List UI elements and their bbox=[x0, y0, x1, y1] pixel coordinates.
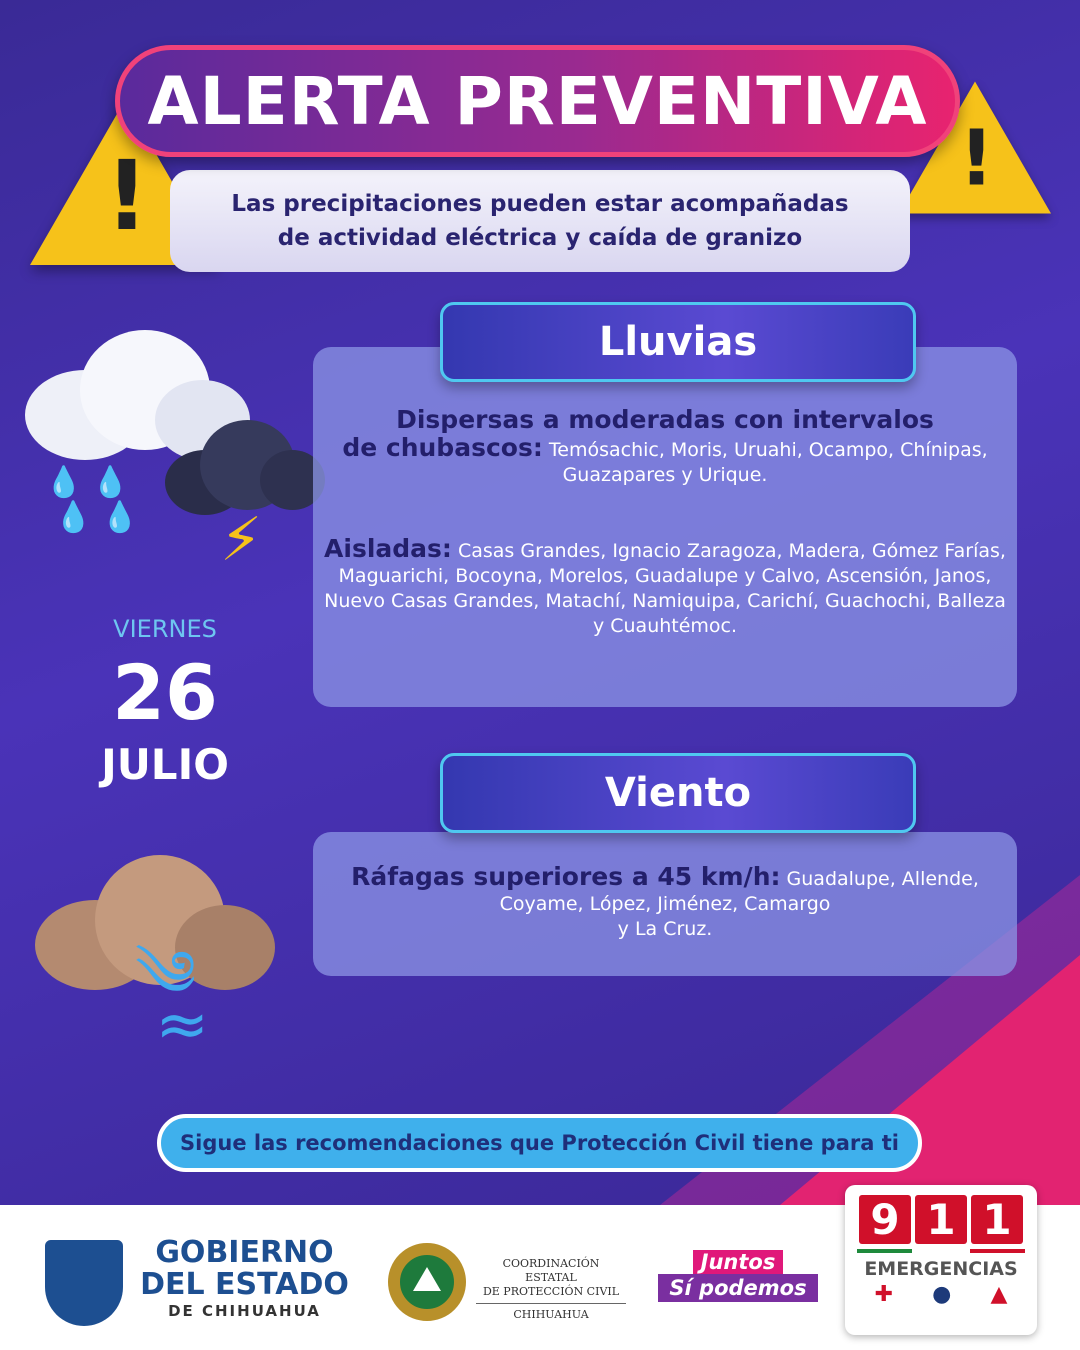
lluvias-heading: Lluvias bbox=[440, 302, 916, 382]
viento-label: Ráfagas superiores a 45 km/h: bbox=[351, 862, 781, 891]
aisladas-places: Nuevo Casas Grandes, Matachí, Namiquipa,… bbox=[324, 590, 1006, 612]
slogan-logo: Juntos Sí podemos bbox=[658, 1250, 818, 1302]
gob-text: GOBIERNO bbox=[155, 1235, 334, 1270]
slogan-text: Juntos bbox=[692, 1250, 784, 1274]
slogan-text: Sí podemos bbox=[658, 1274, 818, 1302]
pc-text: DE PROTECCIÓN CIVIL bbox=[476, 1285, 626, 1304]
subtitle-line: de actividad eléctrica y caída de graniz… bbox=[277, 225, 803, 251]
em-digit: 1 bbox=[915, 1195, 967, 1244]
rain-cloud-icon bbox=[25, 330, 250, 465]
dust-cloud-icon bbox=[35, 855, 275, 995]
aisladas-places: Casas Grandes, Ignacio Zaragoza, Madera,… bbox=[457, 540, 1006, 562]
red-cross-icon: ✚ bbox=[874, 1282, 893, 1307]
footer: GOBIERNO DEL ESTADO DE CHIHUAHUA COORDIN… bbox=[0, 1185, 1080, 1350]
em-label: EMERGENCIAS bbox=[864, 1258, 1018, 1280]
proteccion-civil-text: COORDINACIÓN ESTATAL DE PROTECCIÓN CIVIL… bbox=[476, 1257, 626, 1322]
viento-places: Guadalupe, Allende, bbox=[786, 868, 979, 890]
gobierno-logo: GOBIERNO DEL ESTADO DE CHIHUAHUA bbox=[132, 1237, 357, 1321]
wind-icon: ༄ ≈ bbox=[135, 938, 209, 1062]
page-title: ALERTA PREVENTIVA bbox=[115, 45, 960, 157]
dispersas-label: Dispersas a moderadas con intervalos bbox=[396, 405, 934, 434]
date-month: JULIO bbox=[101, 740, 229, 789]
viento-heading: Viento bbox=[440, 753, 916, 833]
gob-text: DEL ESTADO bbox=[140, 1267, 349, 1302]
lluvias-panel: Dispersas a moderadas con intervalos de … bbox=[313, 347, 1017, 707]
em-digit: 1 bbox=[971, 1195, 1023, 1244]
dispersas-label: de chubascos: bbox=[342, 433, 543, 462]
viento-places: y La Cruz. bbox=[617, 918, 713, 940]
state-seal-logo bbox=[45, 1240, 123, 1326]
aisladas-places: y Cuauhtémoc. bbox=[592, 615, 738, 637]
date-day: 26 bbox=[112, 648, 218, 737]
raindrops-icon: 💧 💧 💧 💧 bbox=[45, 465, 139, 535]
em-digit: 9 bbox=[859, 1195, 911, 1244]
proteccion-civil-logo bbox=[388, 1243, 466, 1321]
gob-text: DE CHIHUAHUA bbox=[168, 1302, 321, 1320]
alert-poster: ! ! Las precipitaciones pueden estar aco… bbox=[0, 0, 1080, 1205]
aisladas-places: Maguarichi, Bocoyna, Morelos, Guadalupe … bbox=[338, 565, 992, 587]
police-cap-icon: ● bbox=[932, 1282, 952, 1307]
pc-text: CHIHUAHUA bbox=[513, 1308, 589, 1321]
viento-panel: Ráfagas superiores a 45 km/h: Guadalupe,… bbox=[313, 832, 1017, 976]
dispersas-places: Temósachic, Moris, Uruahi, Ocampo, Chíni… bbox=[548, 439, 988, 461]
lightning-icon: ⚡ bbox=[220, 505, 263, 575]
firefighter-helmet-icon: ▲ bbox=[990, 1282, 1008, 1307]
subtitle-line: Las precipitaciones pueden estar acompañ… bbox=[231, 191, 849, 217]
date-weekday: VIERNES bbox=[113, 615, 217, 643]
subtitle-box: Las precipitaciones pueden estar acompañ… bbox=[170, 170, 910, 272]
viento-places: Coyame, López, Jiménez, Camargo bbox=[499, 893, 831, 915]
dispersas-places: Guazapares y Urique. bbox=[562, 464, 768, 486]
storm-cloud-icon bbox=[165, 420, 325, 515]
pc-text: COORDINACIÓN ESTATAL bbox=[502, 1257, 600, 1284]
emergencias-911-logo: 9 1 1 EMERGENCIAS ✚ ● ▲ bbox=[845, 1185, 1037, 1335]
aisladas-label: Aisladas: bbox=[324, 534, 452, 563]
recommendations-banner: Sigue las recomendaciones que Protección… bbox=[157, 1114, 922, 1172]
